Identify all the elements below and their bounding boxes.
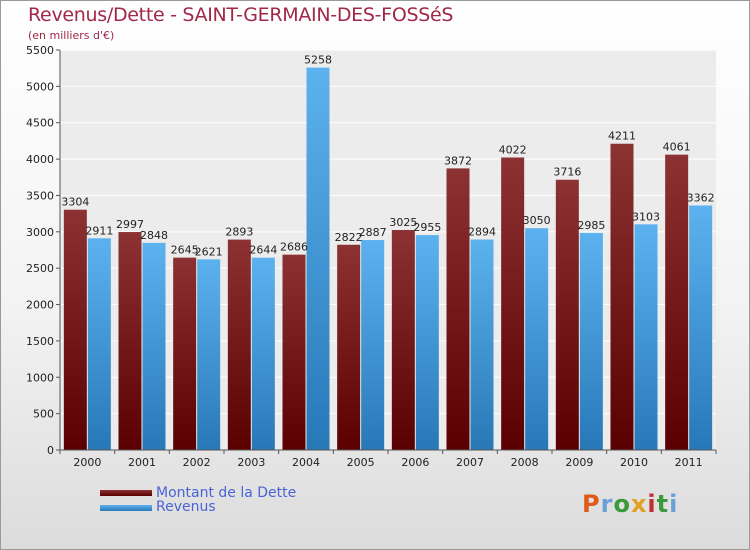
legend-label-debt: Montant de la Dette: [156, 485, 297, 501]
x-tick-label: 2007: [456, 456, 484, 469]
bar-revenus: [470, 239, 494, 450]
value-label: 2997: [116, 218, 144, 231]
proxiti-logo: Proxiti: [582, 490, 678, 518]
bar-revenus: [142, 242, 166, 450]
plot-background: [60, 50, 716, 450]
bar-dette: [501, 157, 525, 450]
value-label: 4061: [663, 141, 691, 154]
legend-swatch-debt: [100, 490, 152, 496]
value-label: 2893: [225, 226, 253, 239]
value-label: 2985: [577, 219, 605, 232]
x-tick-label: 2009: [565, 456, 593, 469]
chart-title: Revenus/Dette - SAINT-GERMAIN-DES-FOSSéS: [28, 4, 454, 26]
bar-revenus: [361, 240, 385, 450]
y-tick-label: 3500: [26, 189, 54, 202]
x-tick-label: 2011: [675, 456, 703, 469]
bar-revenus: [579, 232, 603, 450]
bar-dette: [227, 239, 251, 450]
value-label: 2848: [140, 229, 168, 242]
bar-revenus: [87, 238, 111, 450]
legend-label-revenus: Revenus: [156, 499, 216, 515]
value-label: 4022: [499, 143, 527, 156]
bar-dette: [665, 154, 689, 450]
value-label: 2822: [335, 231, 363, 244]
bar-dette: [337, 244, 361, 450]
bar-revenus: [689, 205, 713, 450]
y-tick-label: 2000: [26, 299, 54, 312]
bar-dette: [555, 179, 579, 450]
bar-dette: [446, 168, 470, 450]
value-label: 2911: [85, 224, 113, 237]
bar-revenus: [251, 257, 275, 450]
value-label: 5258: [304, 54, 332, 67]
bar-revenus: [306, 67, 330, 450]
logo-letter: P: [582, 490, 601, 518]
y-tick-label: 500: [33, 408, 54, 421]
value-label: 3362: [687, 191, 715, 204]
y-tick-label: 2500: [26, 262, 54, 275]
bar-revenus: [415, 235, 439, 450]
x-tick-label: 2008: [511, 456, 539, 469]
y-tick-label: 0: [47, 444, 54, 457]
logo-letter: t: [656, 490, 670, 518]
value-label: 3872: [444, 154, 472, 167]
value-label: 2955: [413, 221, 441, 234]
y-tick-label: 4000: [26, 153, 54, 166]
value-label: 3025: [389, 216, 417, 229]
logo-letter: i: [647, 490, 657, 518]
chart-subtitle: (en milliers d'€): [28, 29, 115, 42]
x-tick-label: 2002: [183, 456, 211, 469]
value-label: 2621: [195, 245, 223, 258]
x-tick-label: 2006: [401, 456, 429, 469]
y-tick-label: 3000: [26, 226, 54, 239]
value-label: 4211: [608, 130, 636, 143]
bar-revenus: [634, 224, 658, 450]
y-tick-label: 1000: [26, 371, 54, 384]
value-label: 3716: [553, 166, 581, 179]
value-label: 2894: [468, 226, 496, 239]
logo-letter: o: [613, 490, 631, 518]
logo-letter: i: [669, 490, 679, 518]
x-tick-label: 2010: [620, 456, 648, 469]
bar-dette: [63, 209, 87, 450]
bar-dette: [391, 230, 415, 450]
value-label: 3050: [523, 214, 551, 227]
bar-dette: [610, 143, 634, 450]
x-tick-label: 2000: [73, 456, 101, 469]
y-tick-label: 1500: [26, 335, 54, 348]
y-tick-label: 4500: [26, 117, 54, 130]
value-label: 2644: [249, 244, 277, 257]
bar-dette: [118, 232, 142, 450]
legend-swatch-revenus: [100, 505, 152, 511]
value-label: 3304: [61, 196, 89, 209]
x-tick-label: 2005: [347, 456, 375, 469]
value-label: 2645: [171, 244, 199, 257]
value-label: 2887: [359, 226, 387, 239]
y-tick-label: 5000: [26, 80, 54, 93]
x-tick-label: 2001: [128, 456, 156, 469]
bar-revenus: [197, 259, 221, 450]
bar-dette: [282, 254, 306, 450]
value-label: 3103: [632, 210, 660, 223]
x-tick-label: 2004: [292, 456, 320, 469]
y-tick-label: 5500: [26, 44, 54, 57]
bar-revenus: [525, 228, 549, 450]
logo-letter: x: [630, 490, 648, 518]
logo-letter: r: [600, 490, 614, 518]
x-tick-label: 2003: [237, 456, 265, 469]
bar-dette: [173, 257, 197, 450]
value-label: 2686: [280, 241, 308, 254]
